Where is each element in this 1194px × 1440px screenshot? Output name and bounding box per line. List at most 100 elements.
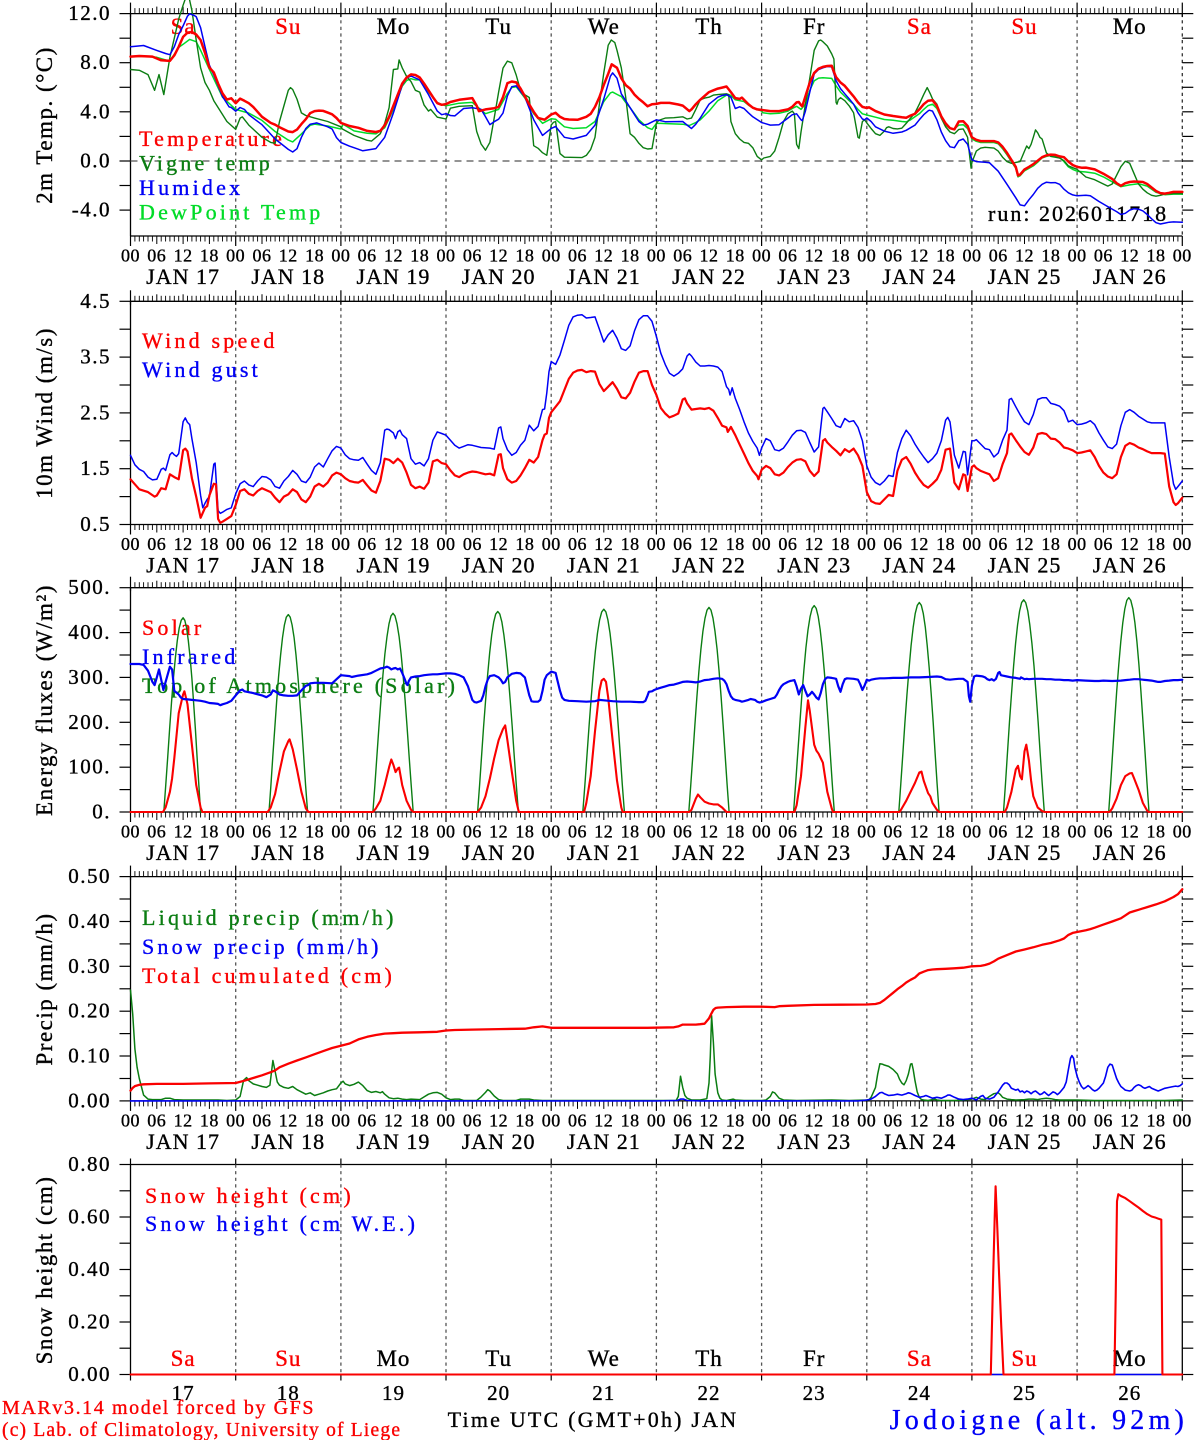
svg-text:06: 06: [463, 822, 482, 842]
svg-text:12: 12: [1120, 534, 1139, 554]
svg-text:00: 00: [962, 822, 981, 842]
svg-text:18: 18: [936, 822, 955, 842]
svg-text:18: 18: [410, 822, 429, 842]
svg-text:06: 06: [989, 246, 1008, 266]
svg-text:18: 18: [410, 1110, 429, 1130]
svg-text:00: 00: [1173, 534, 1192, 554]
svg-text:06: 06: [884, 822, 903, 842]
svg-text:Fr: Fr: [803, 1346, 825, 1371]
svg-text:18: 18: [410, 246, 429, 266]
svg-text:JAN 22: JAN 22: [672, 553, 746, 578]
svg-text:06: 06: [989, 822, 1008, 842]
svg-text:00: 00: [857, 534, 876, 554]
svg-text:06: 06: [147, 822, 166, 842]
svg-text:06: 06: [252, 534, 271, 554]
svg-text:400.: 400.: [68, 620, 111, 644]
svg-text:12: 12: [279, 534, 298, 554]
svg-text:JAN 19: JAN 19: [357, 264, 431, 289]
svg-text:0.10: 0.10: [68, 1044, 111, 1068]
svg-text:06: 06: [778, 1110, 797, 1130]
svg-text:12: 12: [699, 1110, 718, 1130]
svg-text:Jodoigne (alt. 92m): Jodoigne (alt. 92m): [890, 1405, 1188, 1436]
svg-text:18: 18: [936, 246, 955, 266]
svg-text:18: 18: [200, 246, 219, 266]
svg-text:06: 06: [358, 822, 377, 842]
svg-text:0.60: 0.60: [68, 1205, 111, 1229]
svg-text:18: 18: [1147, 534, 1166, 554]
svg-text:06: 06: [568, 822, 587, 842]
svg-text:Mo: Mo: [1113, 1346, 1147, 1371]
svg-text:00: 00: [752, 534, 771, 554]
svg-text:Time UTC (GMT+0h) JAN: Time UTC (GMT+0h) JAN: [448, 1407, 739, 1432]
svg-text:00: 00: [437, 1110, 456, 1130]
svg-text:00: 00: [437, 822, 456, 842]
svg-text:Th: Th: [695, 14, 723, 39]
svg-text:12: 12: [174, 1110, 193, 1130]
svg-text:00: 00: [437, 246, 456, 266]
svg-text:00: 00: [226, 534, 245, 554]
svg-text:Humidex: Humidex: [139, 175, 243, 200]
svg-text:06: 06: [673, 822, 692, 842]
svg-text:06: 06: [252, 1110, 271, 1130]
svg-text:06: 06: [463, 246, 482, 266]
svg-text:00: 00: [542, 246, 561, 266]
svg-text:1.5: 1.5: [80, 456, 111, 480]
svg-text:MARv3.14 model forced by GFS: MARv3.14 model forced by GFS: [2, 1397, 315, 1419]
svg-text:4.0: 4.0: [80, 99, 111, 123]
svg-text:JAN 25: JAN 25: [988, 1129, 1062, 1154]
svg-text:JAN 20: JAN 20: [462, 840, 536, 865]
svg-text:JAN 24: JAN 24: [882, 1129, 956, 1154]
svg-text:12: 12: [594, 534, 613, 554]
svg-text:Solar: Solar: [142, 615, 204, 640]
svg-text:run: 2026011718: run: 2026011718: [988, 201, 1168, 226]
svg-text:JAN 18: JAN 18: [251, 1129, 325, 1154]
svg-text:0.40: 0.40: [68, 1257, 111, 1281]
svg-text:06: 06: [884, 1110, 903, 1130]
svg-text:Temperature: Temperature: [139, 126, 285, 151]
svg-text:12: 12: [489, 822, 508, 842]
svg-text:Snow height (cm W.E.): Snow height (cm W.E.): [145, 1211, 418, 1236]
svg-text:JAN 24: JAN 24: [882, 264, 956, 289]
svg-text:18: 18: [621, 822, 640, 842]
svg-text:12: 12: [699, 822, 718, 842]
svg-text:18: 18: [277, 1381, 300, 1405]
svg-text:00: 00: [1068, 1110, 1087, 1130]
svg-text:2m Temp. (°C): 2m Temp. (°C): [32, 46, 57, 204]
svg-text:06: 06: [1094, 246, 1113, 266]
svg-text:23: 23: [803, 1381, 826, 1405]
svg-text:18: 18: [831, 534, 850, 554]
svg-text:06: 06: [1094, 822, 1113, 842]
svg-text:18: 18: [1041, 1110, 1060, 1130]
svg-text:06: 06: [358, 246, 377, 266]
svg-text:21: 21: [592, 1381, 615, 1405]
svg-text:18: 18: [726, 822, 745, 842]
svg-text:00: 00: [1068, 822, 1087, 842]
svg-text:00: 00: [437, 534, 456, 554]
svg-text:JAN 24: JAN 24: [882, 840, 956, 865]
svg-text:06: 06: [673, 1110, 692, 1130]
svg-text:12: 12: [805, 534, 824, 554]
svg-text:06: 06: [147, 1110, 166, 1130]
svg-text:12: 12: [699, 246, 718, 266]
svg-text:JAN 20: JAN 20: [462, 1129, 536, 1154]
svg-text:12: 12: [1015, 1110, 1034, 1130]
svg-text:18: 18: [936, 534, 955, 554]
svg-text:JAN 17: JAN 17: [146, 1129, 220, 1154]
svg-text:Sa: Sa: [907, 1346, 932, 1371]
svg-text:00: 00: [1068, 534, 1087, 554]
svg-text:18: 18: [1147, 822, 1166, 842]
svg-text:0.: 0.: [92, 800, 111, 824]
svg-text:06: 06: [673, 246, 692, 266]
svg-text:00: 00: [647, 822, 666, 842]
svg-text:12: 12: [910, 1110, 929, 1130]
svg-text:Vigne temp: Vigne temp: [139, 151, 273, 176]
svg-text:JAN 22: JAN 22: [672, 1129, 746, 1154]
svg-text:Su: Su: [1011, 1346, 1037, 1371]
svg-text:Wind gust: Wind gust: [142, 357, 261, 382]
svg-text:12: 12: [1015, 534, 1034, 554]
svg-text:18: 18: [305, 246, 324, 266]
svg-text:00: 00: [121, 534, 140, 554]
svg-text:17: 17: [172, 1381, 195, 1405]
svg-text:300.: 300.: [68, 665, 111, 689]
svg-text:Su: Su: [275, 14, 301, 39]
